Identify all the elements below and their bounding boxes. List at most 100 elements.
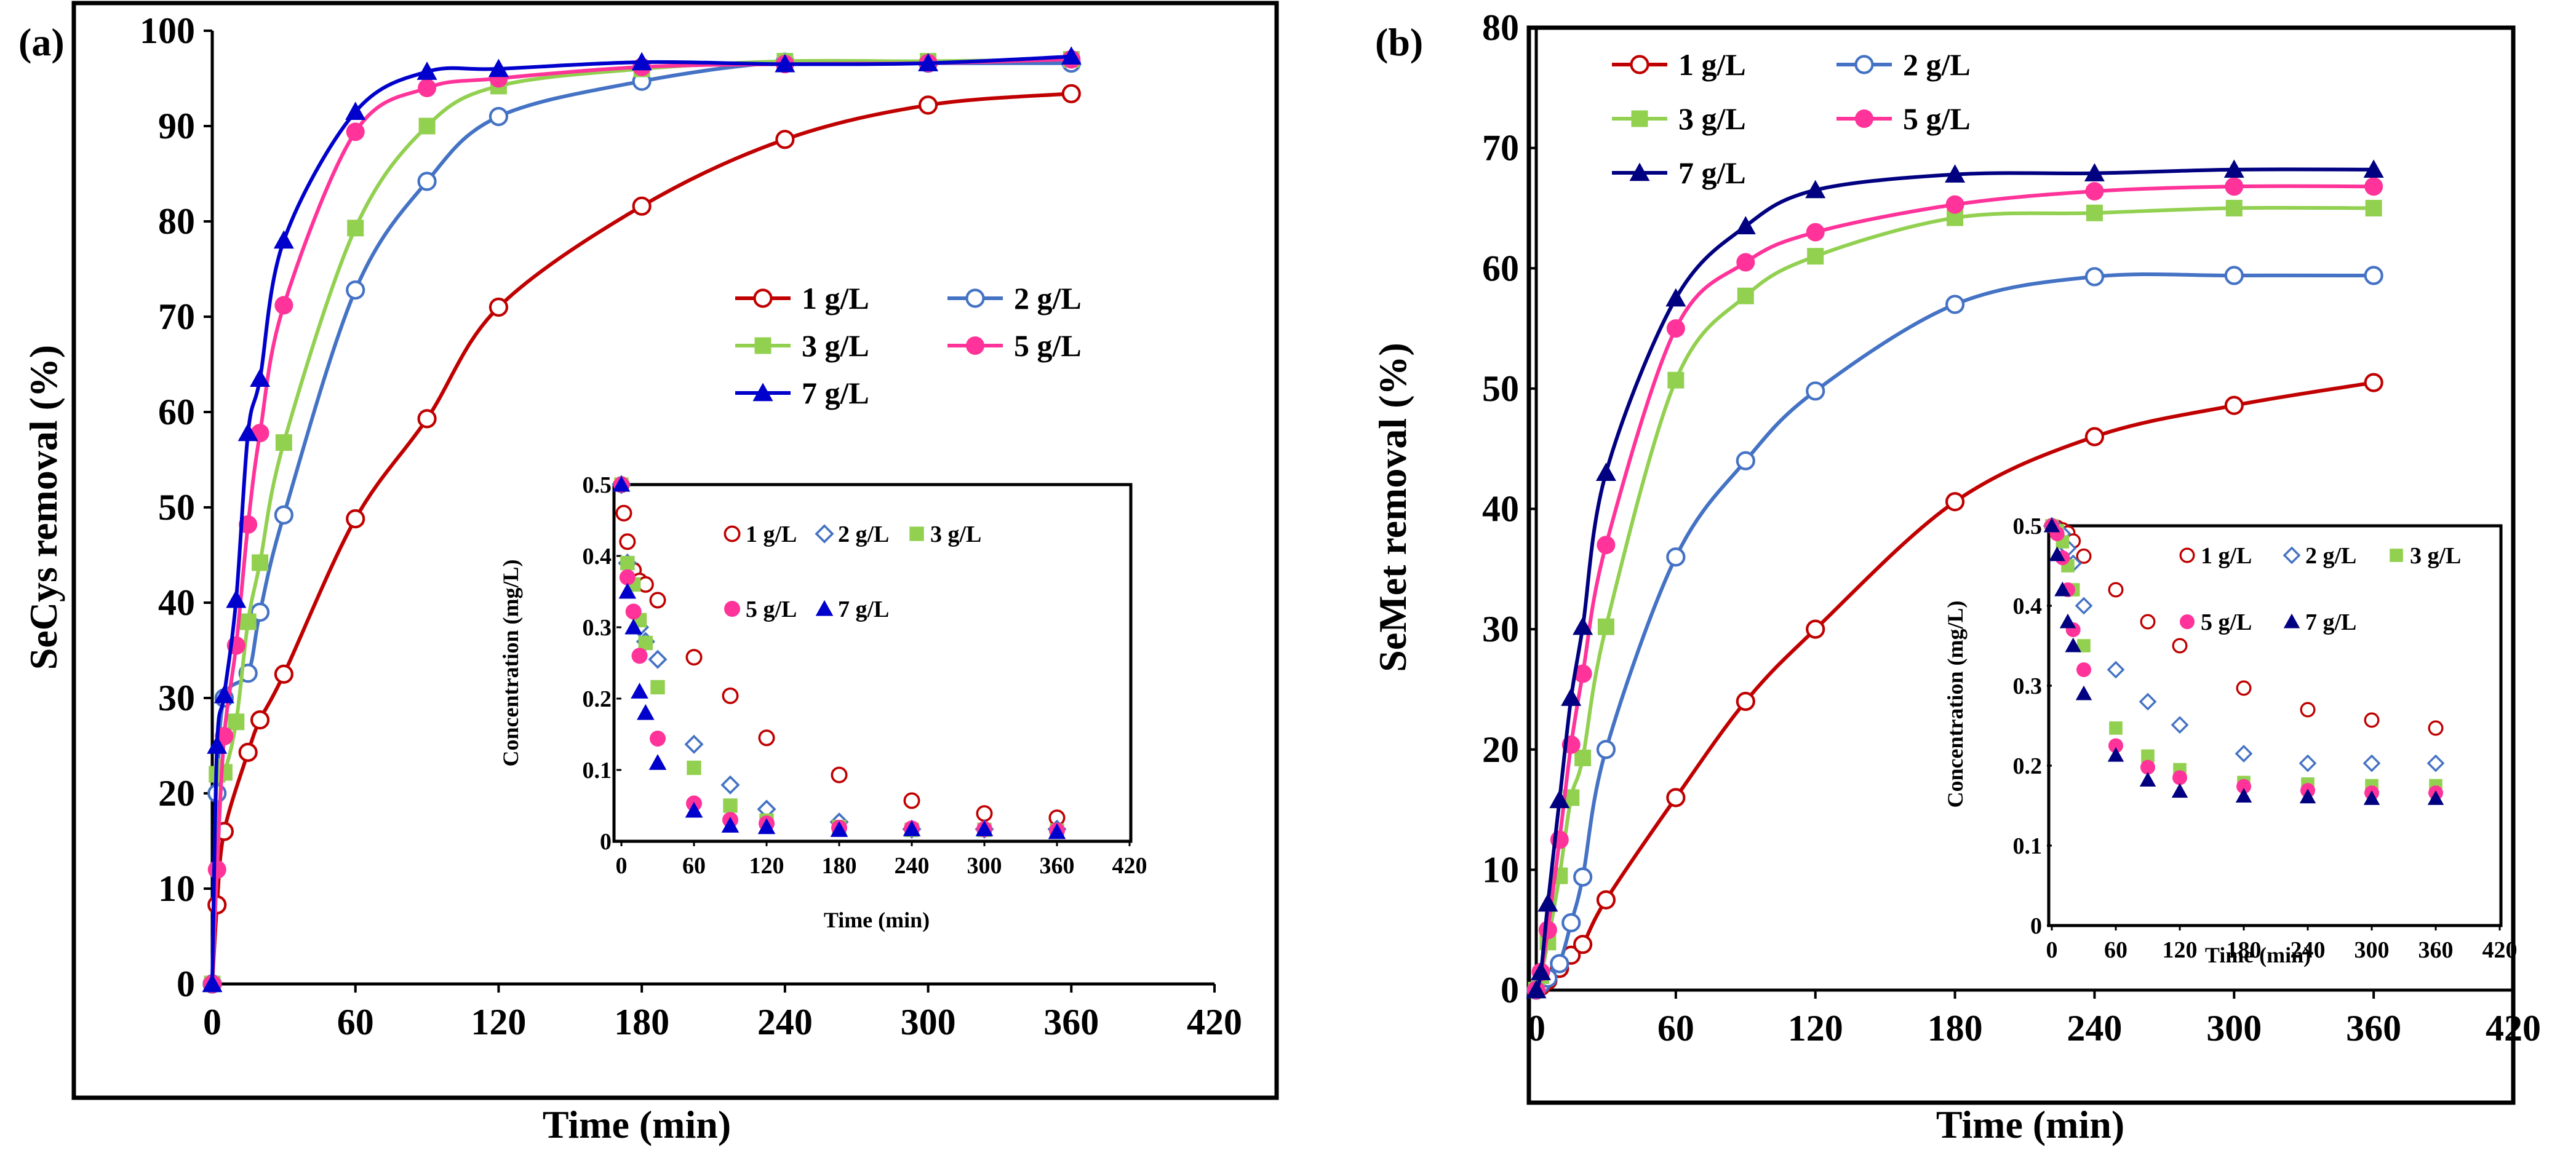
panel-a-legend-entry-3-g-l: 3 g/L <box>735 328 869 363</box>
panel-b-inset-legend-entry-2-g-l: 2 g/L <box>2283 543 2356 569</box>
panel-b-point-1-g-l <box>2084 427 2105 446</box>
panel-b-inset-legend-swatch <box>2180 614 2195 629</box>
panel-a-point-1-g-l <box>918 95 938 115</box>
panel-a-inset-point-1-g-l <box>903 792 920 809</box>
panel-a-ytick-label: 30 <box>158 678 195 718</box>
panel-a-point-3-g-l <box>252 554 269 571</box>
panel-a-inset-point-7-g-l <box>648 754 667 770</box>
panel-b-inset-ytick-label: 0.4 <box>2013 593 2043 619</box>
panel-a-ytick-label: 100 <box>140 10 195 51</box>
panel-b-inset-ytick-label: 0.2 <box>2013 753 2043 779</box>
panel-b-point-2-g-l <box>1736 451 1755 470</box>
panel-a-legend-swatch-marker <box>754 337 772 354</box>
panel-b-inset-xtick-label: 60 <box>2104 937 2127 963</box>
panel-a-legend-label: 3 g/L <box>802 328 869 363</box>
panel-a-legend-label: 1 g/L <box>802 281 869 315</box>
panel-b-inset-point-2-g-l <box>2235 745 2253 763</box>
panel-a-point-2-g-l <box>274 505 293 525</box>
panel-a-inset-legend-swatch <box>909 526 924 541</box>
panel-a-ytick-label: 90 <box>158 106 195 146</box>
panel-b-inset-point-3-g-l <box>2077 639 2091 652</box>
panel-b-point-5-g-l <box>1736 253 1755 272</box>
panel-b-point-5-g-l <box>1538 921 1557 940</box>
panel-a-inset-legend-label: 7 g/L <box>838 597 889 622</box>
panel-a-point-1-g-l <box>250 710 270 730</box>
panel-b-point-2-g-l <box>1550 954 1569 974</box>
panel-a-frame <box>71 1 1279 1100</box>
panel-a-inset-xtick-label: 300 <box>967 853 1002 879</box>
panel-a-xtick-label: 180 <box>614 1002 669 1042</box>
panel-b-inset-series-7-g-l <box>2043 517 2444 805</box>
panel-b-point-7-g-l <box>2363 159 2384 178</box>
panel-a-inset-ytick-label: 0 <box>600 829 612 855</box>
panel-b-point-7-g-l <box>2084 163 2105 181</box>
panel-a-legend-entry-2-g-l: 2 g/L <box>947 281 1082 315</box>
panel-a-point-5-g-l <box>274 296 293 315</box>
panel-b-point-1-g-l <box>1573 935 1593 954</box>
panel-a-point-5-g-l <box>418 79 437 97</box>
panel-b-xtick-label: 60 <box>1657 1008 1694 1049</box>
panel-a-ytick-label: 40 <box>158 582 195 623</box>
panel-a-point-1-g-l <box>775 130 795 149</box>
panel-b-inset-xtick-label: 0 <box>2046 937 2058 963</box>
panel-a-inset-point-7-g-l <box>631 683 648 699</box>
panel-a-inset-point-7-g-l <box>1048 823 1066 839</box>
panel-a-point-7-g-l <box>631 52 652 71</box>
panel-b-point-3-g-l <box>1574 749 1592 766</box>
panel-a-legend-label: 2 g/L <box>1014 281 1082 315</box>
panel-a-inset-point-3-g-l <box>723 798 738 813</box>
panel-b-point-7-g-l <box>1537 893 1558 912</box>
panel-b: (b) 0 10 20 30 40 50 60 70 80 0 60 120 180 240 300 360 42… <box>1371 7 2541 1146</box>
panel-a-point-7-g-l <box>417 61 437 80</box>
panel-b-legend-entry-5-g-l: 5 g/L <box>1836 101 1971 136</box>
panel-a-label: (a) <box>18 20 65 64</box>
panel-b-inset-point-1-g-l <box>2140 614 2156 630</box>
panel-a-xtick-label: 240 <box>757 1002 813 1042</box>
panel-b-legend-swatch-marker <box>1631 110 1648 127</box>
panel-b-xtick-label: 0 <box>1527 1008 1545 1049</box>
panel-a-inset-ytick-label: 0.5 <box>583 472 612 498</box>
panel-b-inset-point-5-g-l <box>2236 779 2251 794</box>
panel-b-point-1-g-l <box>1596 890 1616 910</box>
panel-a-ytick-label: 0 <box>177 964 195 1004</box>
panel-b-legend-label: 7 g/L <box>1678 156 1746 190</box>
panel-a-inset-xtick-label: 120 <box>749 853 784 879</box>
panel-b-inset-ytick-label: 0 <box>2030 913 2042 939</box>
panel-a-ytick-label: 70 <box>158 296 195 337</box>
panel-b-legend-entry-2-g-l: 2 g/L <box>1836 47 1971 82</box>
panel-b-point-3-g-l <box>2086 204 2103 221</box>
panel-a-inset-legend-label: 3 g/L <box>930 522 981 547</box>
panel-b-point-3-g-l <box>2365 199 2382 216</box>
panel-b-inset-legend-swatch <box>2283 613 2300 629</box>
panel-a-inset-legend-label: 2 g/L <box>838 522 889 547</box>
panel-a-legend-label: 7 g/L <box>802 376 869 410</box>
panel-b-point-1-g-l <box>1736 691 1755 712</box>
panel-b-inset-point-2-g-l <box>2075 597 2093 615</box>
panel-b-point-2-g-l <box>1561 913 1581 933</box>
panel-a-inset-legend-entry-5-g-l: 5 g/L <box>724 597 797 622</box>
panel-a-xtick-label: 0 <box>203 1002 221 1042</box>
panel-a-point-1-g-l <box>632 196 652 216</box>
panel-a-inset-point-1-g-l <box>649 592 666 609</box>
panel-b-inset-legend-label: 1 g/L <box>2201 543 2252 569</box>
panel-a-inset-point-3-g-l <box>620 555 635 571</box>
panel-b-point-7-g-l <box>1549 790 1570 809</box>
panel-b-ytick-label: 60 <box>1482 248 1519 288</box>
panel-a-ytick-label: 50 <box>158 487 195 528</box>
panel-b-inset-legend-label: 7 g/L <box>2305 609 2356 635</box>
panel-a-inset-legend-label: 1 g/L <box>746 522 797 547</box>
panel-b-inset-legend-swatch <box>2283 546 2301 565</box>
panel-a-inset-x-axis-label: Time (min) <box>824 908 930 932</box>
panel-b-inset-point-2-g-l <box>2171 716 2189 734</box>
panel-b-legend-entry-7-g-l: 7 g/L <box>1612 156 1746 190</box>
panel-a-inset-point-7-g-l <box>685 801 703 818</box>
panel-b-inset-point-5-g-l <box>2108 738 2123 753</box>
panel-a-inset-xtick-label: 180 <box>822 853 857 879</box>
panel-b-point-7-g-l <box>1561 688 1582 706</box>
panel-a-series-7-g-l <box>202 46 1082 993</box>
panel-a-inset-point-1-g-l <box>619 533 636 550</box>
panel-b-point-1-g-l <box>1806 619 1825 639</box>
panel-a-point-3-g-l <box>275 434 292 451</box>
panel-b-point-5-g-l <box>1945 195 1964 214</box>
